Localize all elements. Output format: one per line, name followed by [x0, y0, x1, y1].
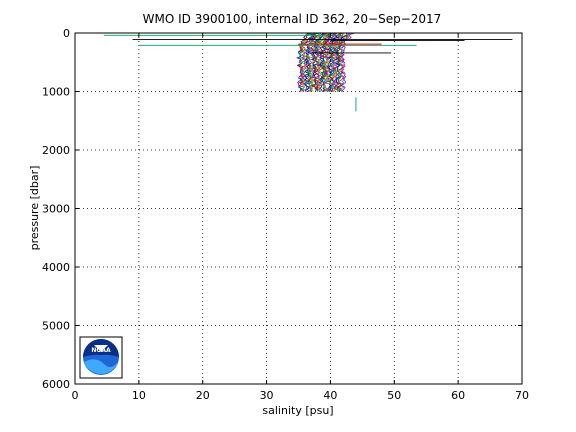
y-tick-label: 5000 [42, 320, 70, 333]
x-tick-label: 20 [196, 389, 210, 402]
profile-line [318, 32, 334, 92]
x-tick-label: 70 [515, 389, 529, 402]
x-tick-label: 50 [387, 389, 401, 402]
svg-text:NOAA: NOAA [91, 347, 111, 354]
y-tick-label: 6000 [42, 378, 70, 391]
profile-line [316, 32, 331, 92]
profile-line [339, 32, 350, 92]
x-tick-label: 10 [132, 389, 146, 402]
y-tick-label: 4000 [42, 261, 70, 274]
x-tick-label: 0 [72, 389, 79, 402]
y-tick-label: 0 [63, 27, 70, 40]
y-tick-label: 2000 [42, 144, 70, 157]
profile-line [340, 32, 356, 92]
outlier-segments [103, 34, 513, 112]
grid-lines [75, 33, 522, 384]
y-tick-label: 1000 [42, 86, 70, 99]
chart-title: WMO ID 3900100, internal ID 362, 20−Sep−… [143, 12, 442, 26]
x-axis-label: salinity [psu] [262, 404, 333, 417]
profile-lines [296, 32, 356, 92]
profile-line [312, 32, 327, 92]
y-axis-label: pressure [dbar] [28, 166, 41, 251]
axis-ticks: 0 10 20 30 40 50 60 70 0 1000 2000 3000 4000 5000 6000 [42, 27, 529, 402]
noaa-logo: NOAA [79, 336, 123, 379]
y-tick-label: 3000 [42, 203, 70, 216]
profile-line [331, 32, 344, 92]
x-tick-label: 40 [323, 389, 337, 402]
x-tick-label: 60 [451, 389, 465, 402]
x-tick-label: 30 [260, 389, 274, 402]
profile-line [301, 32, 316, 92]
